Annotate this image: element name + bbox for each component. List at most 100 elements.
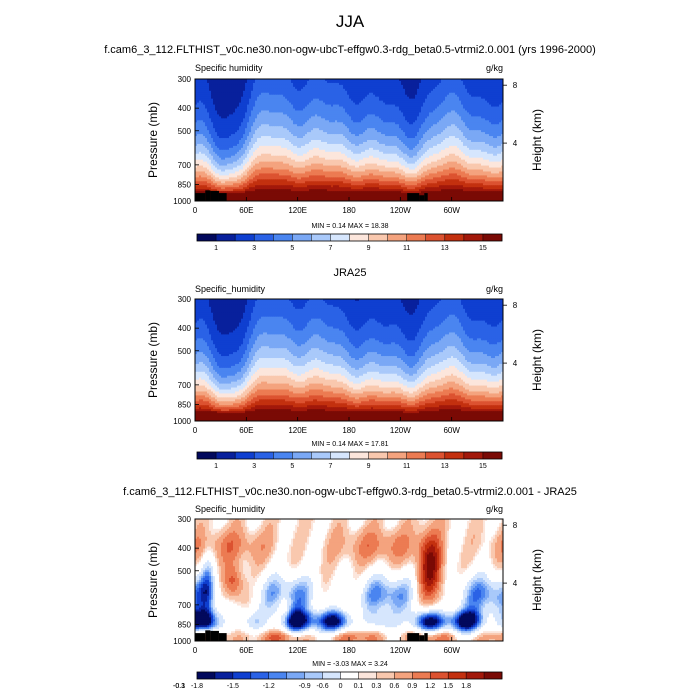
heatmap-cell — [319, 80, 322, 84]
heatmap-cell — [209, 92, 212, 96]
heatmap-cell — [461, 80, 464, 84]
heatmap-cell — [323, 96, 326, 100]
heatmap-cell — [347, 82, 350, 86]
heatmap-cell — [453, 92, 456, 96]
heatmap-cell — [387, 102, 390, 106]
heatmap-cell — [475, 96, 478, 100]
heatmap-cell — [465, 100, 468, 104]
heatmap-cell — [215, 94, 218, 98]
heatmap-cell — [437, 102, 440, 106]
heatmap-cell — [199, 98, 202, 102]
heatmap-cell — [263, 80, 266, 84]
heatmap-cell — [203, 98, 206, 102]
heatmap-cell — [379, 80, 382, 84]
heatmap-cell — [293, 100, 296, 104]
heatmap-cell — [257, 86, 260, 90]
heatmap-cell — [265, 102, 268, 106]
heatmap-cell — [295, 100, 298, 104]
heatmap-cell — [493, 100, 496, 104]
heatmap-cell — [207, 82, 210, 86]
heatmap-cell — [201, 82, 204, 86]
heatmap-cell — [427, 100, 430, 104]
heatmap-cell — [291, 86, 294, 90]
heatmap-cell — [209, 90, 212, 94]
heatmap-cell — [429, 90, 432, 94]
heatmap-cell — [259, 98, 262, 102]
heatmap-cell — [303, 100, 306, 104]
heatmap-cell — [309, 88, 312, 92]
heatmap-cell — [359, 80, 362, 84]
heatmap-cell — [491, 82, 494, 86]
heatmap-cell — [355, 86, 358, 90]
heatmap-cell — [207, 84, 210, 88]
heatmap-cell — [295, 84, 298, 88]
heatmap-cell — [371, 92, 374, 96]
heatmap-cell — [427, 96, 430, 100]
heatmap-cell — [485, 98, 488, 102]
heatmap-cell — [233, 98, 236, 102]
heatmap-cell — [397, 102, 400, 106]
heatmap-cell — [383, 94, 386, 98]
heatmap-cell — [335, 86, 338, 90]
heatmap-cell — [321, 100, 324, 104]
heatmap-cell — [331, 90, 334, 94]
heatmap-cell — [243, 90, 246, 94]
heatmap-cell — [207, 102, 210, 106]
heatmap-cell — [253, 100, 256, 104]
heatmap-cell — [271, 90, 274, 94]
heatmap-cell — [205, 102, 208, 106]
heatmap-cell — [441, 94, 444, 98]
heatmap-cell — [359, 82, 362, 86]
heatmap-cell — [371, 94, 374, 98]
heatmap-cell — [425, 82, 428, 86]
heatmap-cell — [377, 98, 380, 102]
heatmap-cell — [307, 84, 310, 88]
heatmap-cell — [485, 100, 488, 104]
heatmap-cell — [383, 79, 386, 82]
heatmap-cell — [479, 86, 482, 90]
heatmap-cell — [409, 98, 412, 102]
heatmap-cell — [355, 80, 358, 84]
heatmap-cell — [463, 82, 466, 86]
heatmap-cell — [465, 92, 468, 96]
heatmap-cell — [433, 84, 436, 88]
heatmap-cell — [425, 90, 428, 94]
heatmap-cell — [481, 92, 484, 96]
heatmap-cell — [221, 94, 224, 98]
heatmap-cell — [311, 82, 314, 86]
heatmap-cell — [215, 96, 218, 100]
heatmap-cell — [443, 84, 446, 88]
heatmap-cell — [403, 100, 406, 104]
heatmap-cell — [387, 86, 390, 90]
heatmap-cell — [199, 94, 202, 98]
heatmap-cell — [379, 98, 382, 102]
heatmap-cell — [289, 86, 292, 90]
heatmap-cell — [337, 94, 340, 98]
heatmap-cell — [331, 92, 334, 96]
heatmap-cell — [389, 88, 392, 92]
heatmap-cell — [329, 82, 332, 86]
heatmap-cell — [289, 82, 292, 86]
heatmap-cell — [501, 82, 504, 86]
heatmap-cell — [227, 92, 230, 96]
heatmap-cell — [435, 88, 438, 92]
heatmap-cell — [443, 98, 446, 102]
heatmap-cell — [281, 98, 284, 102]
heatmap-cell — [367, 98, 370, 102]
heatmap-cell — [433, 90, 436, 94]
heatmap-cell — [373, 98, 376, 102]
heatmap-cell — [321, 86, 324, 90]
heatmap-cell — [437, 86, 440, 90]
heatmap-cell — [331, 102, 334, 106]
heatmap-cell — [499, 84, 502, 88]
heatmap-cell — [389, 86, 392, 90]
heatmap-cell — [287, 88, 290, 92]
heatmap-cell — [419, 80, 422, 84]
heatmap-cell — [485, 82, 488, 86]
heatmap-cell — [395, 90, 398, 94]
heatmap-cell — [495, 96, 498, 100]
heatmap-cell — [367, 80, 370, 84]
heatmap-cell — [301, 84, 304, 88]
heatmap-cell — [497, 100, 500, 104]
heatmap-cell — [337, 90, 340, 94]
